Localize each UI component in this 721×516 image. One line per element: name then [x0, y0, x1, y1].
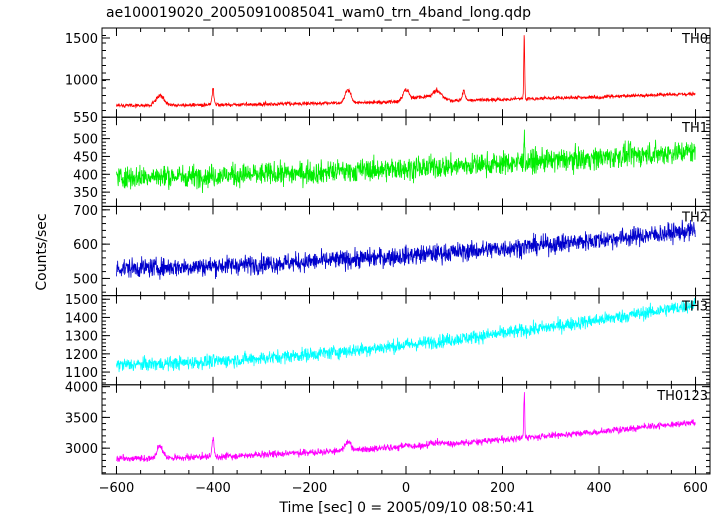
- y-axis-title: Counts/sec: [34, 213, 50, 290]
- y-tick-label: 600: [73, 238, 98, 253]
- y-tick-label: 1000: [65, 74, 98, 89]
- x-tick-label: 200: [490, 481, 515, 496]
- series-line-th1: [116, 129, 696, 193]
- y-tick-label: 450: [73, 150, 98, 165]
- y-tick-label: 1200: [65, 348, 98, 363]
- y-tick-label: 1300: [65, 330, 98, 345]
- panel-frame-th0123: [101, 384, 711, 475]
- x-tick-label: −400: [195, 481, 231, 496]
- y-tick-label: 400: [73, 168, 98, 183]
- series-line-th3: [116, 298, 696, 373]
- y-tick-label: 350: [73, 186, 98, 201]
- x-axis-title: Time [sec] 0 = 2005/09/10 08:50:41: [278, 500, 534, 516]
- y-tick-label: 4000: [65, 381, 98, 396]
- panel-label-th0123: TH0123: [656, 389, 708, 404]
- y-tick-label: 500: [73, 272, 98, 287]
- y-tick-label: 700: [73, 204, 98, 219]
- panel-group: 550 1000 1500 TH0 350 400 450 500 TH1 500 600 700 TH…: [65, 27, 711, 496]
- panel-frame-th3: [101, 295, 711, 386]
- panel-label-th2: TH2: [681, 210, 708, 225]
- x-tick-label: −600: [99, 481, 135, 496]
- y-tick-label: 1500: [65, 293, 98, 308]
- x-tick-label: −200: [292, 481, 328, 496]
- y-tick-label: 550: [73, 111, 98, 126]
- x-tick-label: 600: [683, 481, 708, 496]
- chart-title: ae100019020_20050910085041_wam0_trn_4ban…: [106, 5, 531, 21]
- series-line-th0: [116, 35, 696, 109]
- y-tick-label: 1400: [65, 311, 98, 326]
- series-line-th0123: [116, 392, 696, 462]
- x-tick-label: 400: [587, 481, 612, 496]
- y-tick-label: 1100: [65, 366, 98, 381]
- y-tick-label: 3000: [65, 442, 98, 457]
- panel-label-th1: TH1: [681, 121, 708, 136]
- panel-label-th0: TH0: [681, 32, 708, 47]
- y-tick-label: 3500: [65, 411, 98, 426]
- y-tick-label: 500: [73, 133, 98, 148]
- x-tick-label: 0: [402, 481, 410, 496]
- panel-label-th3: TH3: [681, 300, 708, 315]
- y-tick-label: 1500: [65, 32, 98, 47]
- series-line-th2: [116, 219, 696, 280]
